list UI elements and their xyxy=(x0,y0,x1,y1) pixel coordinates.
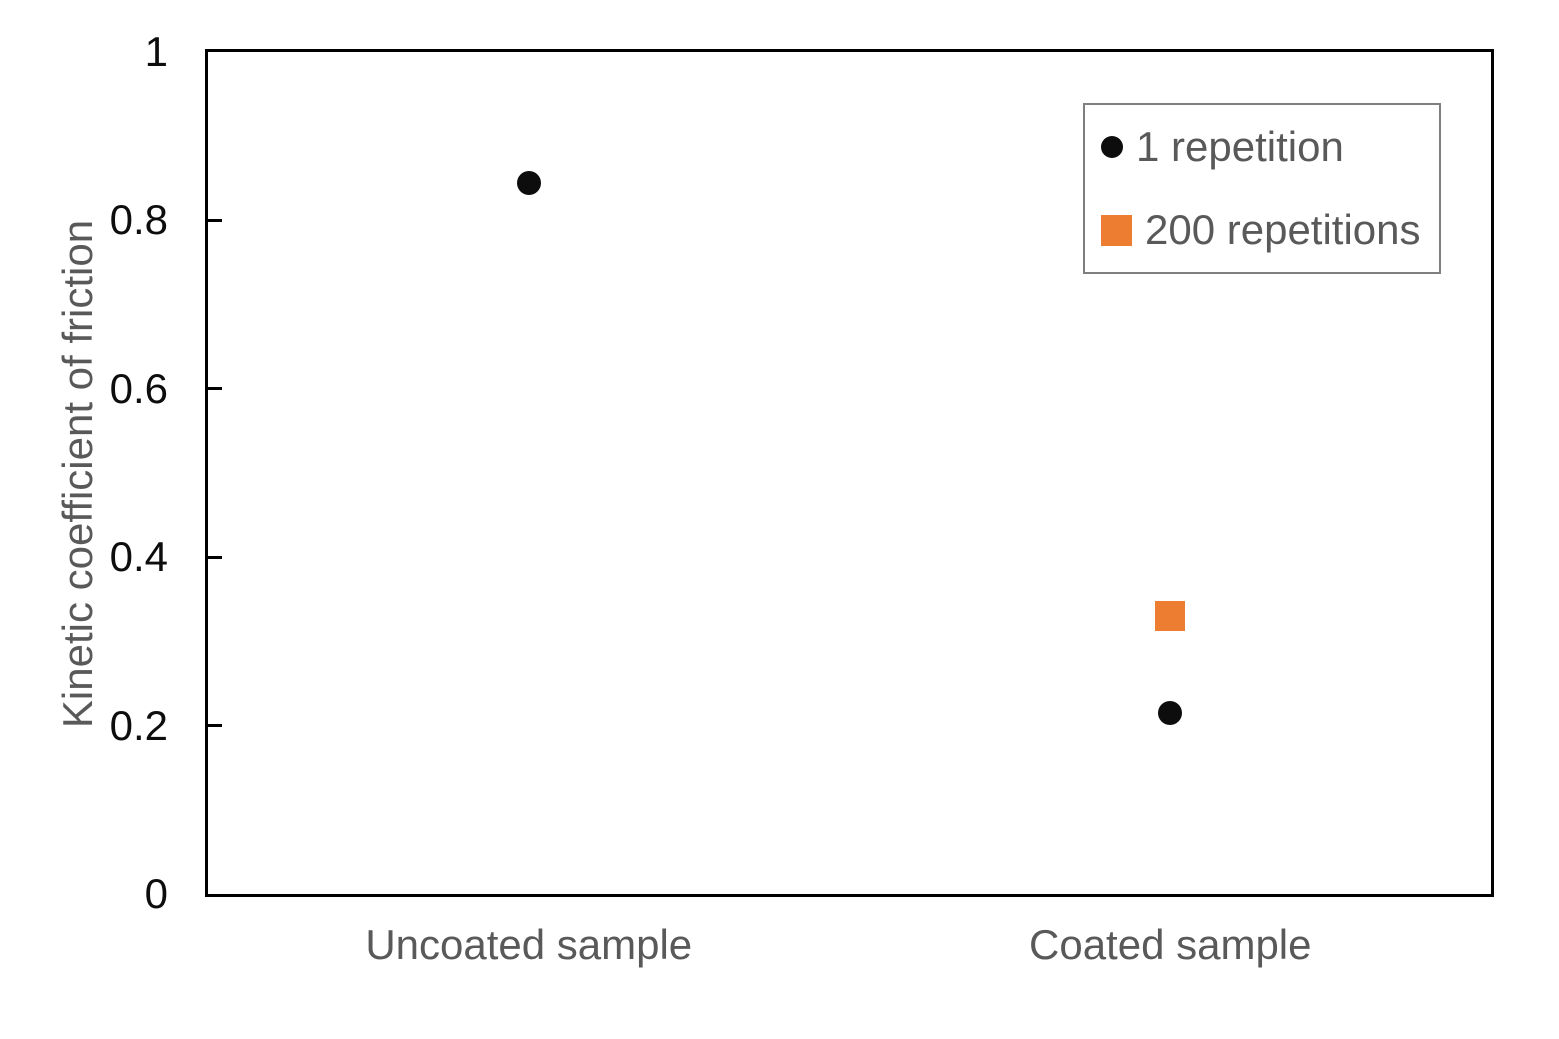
y-tick-mark xyxy=(208,387,222,391)
x-category-label: Coated sample xyxy=(1029,921,1312,968)
legend-item: 200 repetitions xyxy=(1101,195,1439,265)
y-tick-mark xyxy=(208,218,222,222)
y-tick-label: 1 xyxy=(144,28,168,75)
data-point xyxy=(1158,700,1183,725)
legend-marker-circle-icon xyxy=(1101,135,1123,158)
legend-label: 200 repetitions xyxy=(1145,206,1421,254)
y-tick-label: 0.6 xyxy=(109,364,168,412)
y-tick-label: 0.8 xyxy=(109,196,168,244)
y-tick-label: 0 xyxy=(144,870,168,917)
legend-marker-square-icon xyxy=(1101,214,1132,246)
legend-item: 1 repetition xyxy=(1101,112,1439,182)
legend-label: 1 repetition xyxy=(1136,122,1344,170)
y-tick-label: 0.4 xyxy=(109,533,168,581)
data-point xyxy=(516,170,541,195)
x-category-label: Uncoated sample xyxy=(365,921,693,968)
y-tick-label: 0.2 xyxy=(109,701,168,749)
plot-area xyxy=(205,49,1494,897)
y-tick-mark xyxy=(208,724,222,728)
legend: 1 repetition 200 repetitions xyxy=(1083,103,1441,274)
data-point xyxy=(1155,601,1186,632)
y-tick-mark xyxy=(208,555,222,559)
